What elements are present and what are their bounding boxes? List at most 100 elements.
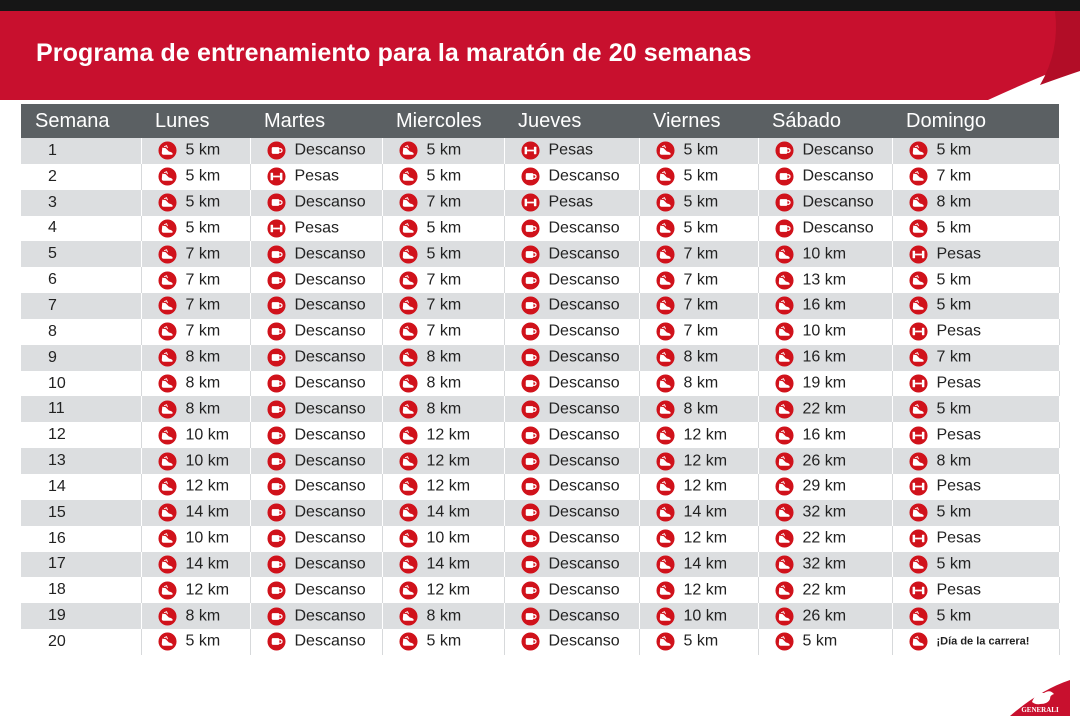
day-cell: 8 km <box>382 603 505 630</box>
activity-label: 5 km <box>936 271 972 289</box>
day-cell: 10 km <box>758 241 893 268</box>
day-cell: 5 km <box>639 629 759 655</box>
activity-label: Descanso <box>548 426 620 444</box>
activity-label: Descanso <box>802 219 874 237</box>
activity-label: 10 km <box>185 529 230 547</box>
activity-label: 12 km <box>185 581 230 599</box>
table-row: 6 7 km Descanso 7 km Descanso 7 km 13 km 5 km <box>21 267 1060 294</box>
activity-label: 7 km <box>426 193 462 211</box>
week-number: 9 <box>21 344 142 371</box>
day-cell: 14 km <box>639 499 759 526</box>
cup-icon <box>266 245 286 264</box>
activity-label: 12 km <box>426 477 471 495</box>
day-cell: Descanso <box>504 215 640 242</box>
day-cell: Descanso <box>250 473 383 500</box>
activity-label: 8 km <box>426 400 462 418</box>
shoe-icon <box>908 348 928 367</box>
column-header: Lunes <box>141 104 250 138</box>
activity-label: Pesas <box>936 477 981 495</box>
cup-icon <box>266 452 286 471</box>
week-number: 1 <box>21 138 142 164</box>
day-cell: 8 km <box>639 344 759 371</box>
shoe-icon <box>157 322 177 341</box>
shoe-icon <box>774 503 794 522</box>
activity-label: Descanso <box>548 503 620 521</box>
day-cell: Descanso <box>504 318 640 345</box>
day-cell: 13 km <box>758 267 893 294</box>
shoe-icon <box>398 141 418 160</box>
day-cell: 12 km <box>639 525 759 552</box>
activity-label: Descanso <box>294 271 366 289</box>
shoe-icon <box>157 581 177 600</box>
table-row: 1 5 km Descanso 5 km Pesas 5 km Descanso 5 km <box>21 138 1060 164</box>
cup-icon <box>266 348 286 367</box>
day-cell: 7 km <box>141 267 251 294</box>
day-cell: 26 km <box>758 603 893 630</box>
activity-label: 5 km <box>426 167 462 185</box>
shoe-icon <box>655 452 675 471</box>
shoe-icon <box>655 296 675 316</box>
cup-icon <box>266 426 286 445</box>
dumbbell-icon <box>266 219 286 238</box>
week-number: 4 <box>21 215 142 242</box>
activity-label: 8 km <box>426 348 462 366</box>
day-cell: 14 km <box>141 551 251 578</box>
day-cell: 7 km <box>892 163 1060 190</box>
shoe-icon <box>908 296 928 316</box>
day-cell: ¡Día de la carrera! <box>892 629 1060 655</box>
activity-label: 14 km <box>683 555 728 573</box>
dumbbell-icon <box>908 529 928 548</box>
shoe-icon <box>398 219 418 238</box>
table-row: 9 8 km Descanso 8 km Descanso 8 km 16 km 7 km <box>21 344 1060 371</box>
shoe-icon <box>157 374 177 393</box>
shoe-icon <box>774 452 794 471</box>
day-cell: Pesas <box>250 215 383 242</box>
day-cell: Descanso <box>504 163 640 190</box>
day-cell: Pesas <box>892 577 1060 604</box>
day-cell: Pesas <box>892 370 1060 397</box>
table-row: 14 12 km Descanso 12 km Descanso 12 km 29 km Pe… <box>21 473 1060 500</box>
shoe-icon <box>157 193 177 212</box>
day-cell: 5 km <box>892 267 1060 294</box>
shoe-icon <box>398 452 418 471</box>
shoe-icon <box>655 477 675 496</box>
day-cell: Pesas <box>504 138 640 164</box>
activity-label: 5 km <box>683 193 719 211</box>
day-cell: 5 km <box>141 189 251 216</box>
activity-label: Pesas <box>936 374 981 392</box>
shoe-icon <box>398 581 418 600</box>
day-cell: Descanso <box>250 448 383 474</box>
shoe-icon <box>655 503 675 522</box>
day-cell: 8 km <box>382 396 505 423</box>
day-cell: 12 km <box>382 448 505 474</box>
day-cell: Descanso <box>504 344 640 371</box>
activity-label: Descanso <box>294 632 366 650</box>
shoe-icon <box>157 607 177 626</box>
day-cell: Pesas <box>250 163 383 190</box>
shoe-icon <box>774 632 794 651</box>
activity-label: Pesas <box>936 245 981 263</box>
activity-label: 7 km <box>426 271 462 289</box>
activity-label: 14 km <box>185 503 230 521</box>
activity-label: Descanso <box>294 426 366 444</box>
top-dark-bar <box>0 0 1080 11</box>
day-cell: Descanso <box>250 370 383 397</box>
day-cell: Descanso <box>504 603 640 630</box>
week-number: 5 <box>21 241 142 268</box>
column-header: Viernes <box>639 104 758 138</box>
activity-label: 8 km <box>683 348 719 366</box>
shoe-icon <box>398 348 418 367</box>
week-number: 11 <box>21 396 142 423</box>
shoe-icon <box>655 529 675 548</box>
shoe-icon <box>655 632 675 651</box>
week-number: 13 <box>21 448 142 474</box>
day-cell: 10 km <box>639 603 759 630</box>
day-cell: 10 km <box>382 525 505 552</box>
activity-label: 12 km <box>426 426 471 444</box>
shoe-icon <box>398 503 418 522</box>
day-cell: 12 km <box>382 577 505 604</box>
activity-label: 22 km <box>802 529 847 547</box>
activity-label: 7 km <box>683 245 719 263</box>
activity-label: 16 km <box>802 426 847 444</box>
activity-label: 5 km <box>426 632 462 650</box>
